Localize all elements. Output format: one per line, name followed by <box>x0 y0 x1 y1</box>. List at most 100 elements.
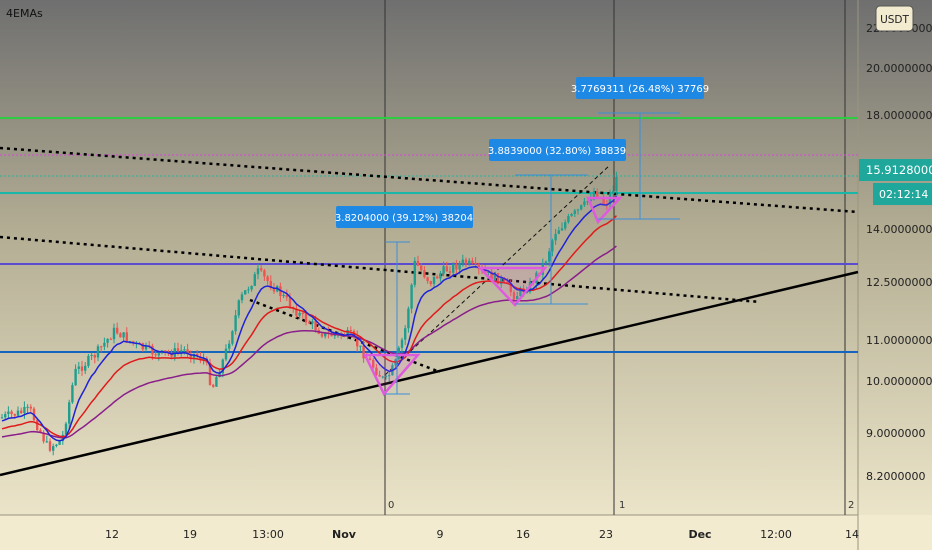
candle-body <box>496 273 500 285</box>
candle-body <box>250 286 253 290</box>
candle-body <box>503 278 506 281</box>
candle-body <box>589 199 592 202</box>
candle-body <box>36 420 39 431</box>
candle-body <box>77 366 80 369</box>
measure-bracket-3 <box>598 112 680 220</box>
candle-body <box>23 407 26 413</box>
candle-body <box>359 345 362 347</box>
pattern-triangle-3 <box>586 196 623 225</box>
candle-body <box>487 271 490 273</box>
candle-body <box>413 260 416 285</box>
candle-body <box>285 295 288 298</box>
candle-body <box>52 446 55 451</box>
candle-body <box>586 201 589 203</box>
candle-body <box>455 264 458 270</box>
candle-body <box>7 411 10 414</box>
candle-body <box>0 417 4 419</box>
candle-body <box>432 276 436 284</box>
candle-body <box>13 414 16 416</box>
candle-body <box>228 343 231 349</box>
candle-body <box>471 260 474 263</box>
candle-body <box>164 350 167 352</box>
candle-body <box>68 402 71 424</box>
candle-body <box>212 384 215 387</box>
candle-body <box>381 376 384 378</box>
candle-body <box>244 290 247 295</box>
candle-body <box>468 260 471 264</box>
candle-body <box>557 230 560 234</box>
candle-body <box>116 327 119 334</box>
lower-descending-trendline <box>249 298 441 374</box>
candle-body <box>42 432 45 442</box>
candle-body <box>420 265 423 271</box>
candle-body <box>10 411 13 414</box>
candle-body <box>573 210 576 214</box>
candle-body <box>439 273 442 279</box>
candle-body <box>173 348 176 357</box>
candle-body <box>461 259 464 264</box>
candle-body <box>544 261 548 264</box>
candle-body <box>576 209 580 211</box>
measure-label-3: 3.7769311 (26.48%) 37769 <box>571 84 709 95</box>
candle-body <box>301 312 304 314</box>
time-axis-labels: 12 19 13:00 Nov 9 16 23 Dec 12:00 14 <box>105 528 859 541</box>
candle-body <box>333 334 336 337</box>
candle-body <box>112 327 116 340</box>
candle-body <box>320 333 324 337</box>
candle-body <box>260 268 263 271</box>
candle-body <box>426 277 429 281</box>
x-tick-label: Dec <box>688 528 711 541</box>
candle-body <box>330 333 333 337</box>
session-marker-1: 1 <box>619 500 625 511</box>
candle-body <box>39 430 42 433</box>
candle-body <box>311 321 314 324</box>
candle-body <box>48 441 52 451</box>
candle-body <box>125 332 128 343</box>
pattern-triangle-2 <box>477 266 548 307</box>
measure-bracket-1 <box>385 241 410 395</box>
rising-trendline <box>0 270 859 477</box>
candle-body <box>416 260 420 266</box>
candle-body <box>90 355 93 356</box>
candle-body <box>154 354 157 356</box>
candle-body <box>554 233 557 241</box>
candle-body <box>80 366 84 371</box>
candle-body <box>199 356 202 361</box>
currency-button[interactable] <box>875 5 914 32</box>
x-tick-label: 12:00 <box>760 528 792 541</box>
candle-body <box>567 216 570 223</box>
candle-body <box>269 281 272 288</box>
session-marker-2: 2 <box>848 500 854 511</box>
y-tick-label: 11.0000000 <box>866 334 932 347</box>
y-tick-label: 18.0000000 <box>866 109 932 122</box>
candle-body <box>324 332 327 337</box>
candle-body <box>215 377 218 387</box>
candle-body <box>570 214 573 216</box>
measure-label-1: 3.8204000 (39.12%) 38204 <box>335 213 473 224</box>
candle-body <box>122 332 125 338</box>
candle-body <box>247 289 250 291</box>
candle-body <box>349 330 352 332</box>
candle-body <box>452 264 455 273</box>
indicator-label[interactable]: 4EMAs <box>6 7 43 20</box>
candle-body <box>240 294 244 301</box>
candle-body <box>26 406 29 408</box>
candle-body <box>314 321 317 330</box>
breakout-projection-line <box>384 164 611 376</box>
candle-body <box>93 355 96 358</box>
candle-body <box>183 349 186 351</box>
candle-body <box>308 322 311 324</box>
candle-body <box>151 345 154 355</box>
candle-body <box>221 359 224 374</box>
x-tick-label: 12 <box>105 528 119 541</box>
y-tick-label: 20.0000000 <box>866 62 932 75</box>
candle-body <box>362 345 365 359</box>
ema-blue-line <box>1 195 618 442</box>
candle-body <box>493 273 496 281</box>
candle-body <box>477 264 480 269</box>
x-tick-label: 14 <box>845 528 859 541</box>
candle-body <box>592 191 596 200</box>
candle-body <box>266 276 269 281</box>
